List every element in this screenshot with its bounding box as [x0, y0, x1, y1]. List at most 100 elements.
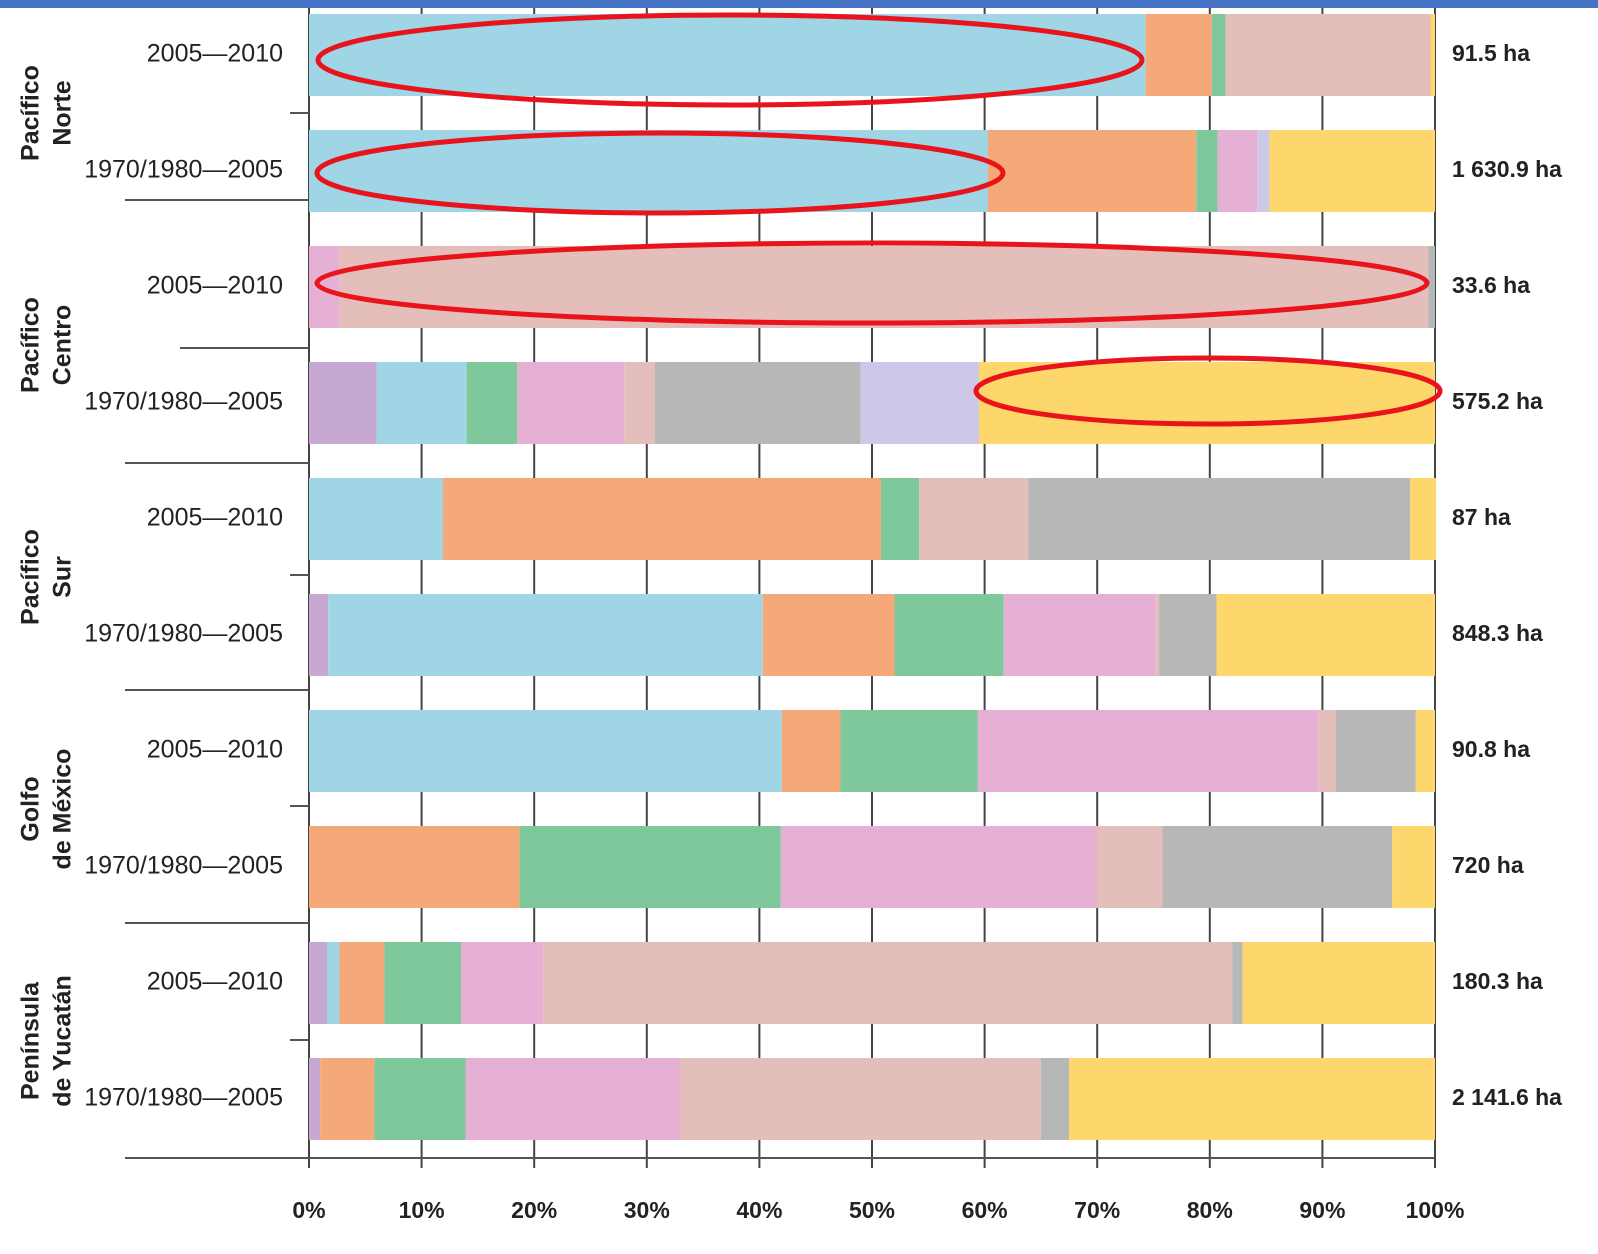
row-label: 2005—2010: [147, 272, 283, 300]
bar-segment: [309, 478, 443, 560]
group-label: Golfo: [17, 776, 45, 841]
top-bar: [0, 0, 1598, 8]
group-label: Pacífico: [17, 529, 45, 625]
bar-segment: [1069, 1058, 1435, 1140]
labels: 0% 10% 20% 30% 40% 50% 60% 70% 80% 90% 100% 2005—20…: [17, 40, 1563, 1223]
group-label: Pacífico: [17, 297, 45, 393]
bar-segment: [1003, 594, 1156, 676]
x-tick-label: 40%: [736, 1197, 782, 1223]
bar-segment: [1257, 130, 1270, 212]
bar-segment: [978, 362, 1435, 444]
group-label: Centro: [49, 305, 77, 386]
bar-segment: [442, 478, 882, 560]
total-label: 1 630.9 ha: [1452, 156, 1562, 182]
total-label: 848.3 ha: [1452, 620, 1543, 646]
bar-segment: [1212, 14, 1226, 96]
bar-segment: [339, 942, 385, 1024]
row-label: 1970/1980—2005: [84, 1084, 283, 1112]
group-label: Sur: [49, 556, 77, 598]
bar-segment: [466, 362, 518, 444]
bar-segment: [339, 246, 1429, 328]
bar-segment: [309, 710, 782, 792]
row-label: 2005—2010: [147, 968, 283, 996]
x-tick-label: 60%: [962, 1197, 1008, 1223]
bar-segment: [309, 826, 520, 908]
x-tick-label: 80%: [1187, 1197, 1233, 1223]
bar-segment: [1317, 710, 1336, 792]
x-tick-label: 70%: [1074, 1197, 1120, 1223]
x-tick-label: 30%: [624, 1197, 670, 1223]
bar-segment: [1335, 710, 1416, 792]
bar-segment: [1159, 594, 1217, 676]
bar-segment: [781, 710, 841, 792]
bar-segment: [320, 1058, 375, 1140]
bar-segment: [1028, 478, 1411, 560]
row-label: 2005—2010: [147, 736, 283, 764]
bar-segment: [624, 362, 655, 444]
x-tick-label: 90%: [1299, 1197, 1345, 1223]
total-label: 2 141.6 ha: [1452, 1084, 1562, 1110]
bar-segment: [1162, 826, 1393, 908]
group-label: Norte: [49, 80, 77, 145]
bar-segment: [977, 710, 1318, 792]
bar-segment: [840, 710, 978, 792]
bar-segment: [654, 362, 861, 444]
bar-segment: [894, 594, 1004, 676]
total-label: 180.3 ha: [1452, 968, 1543, 994]
separators: [125, 112, 1435, 1159]
bar-segment: [780, 826, 1097, 908]
bar-segment: [680, 1058, 1041, 1140]
bar-segment: [1242, 942, 1435, 1024]
bar-segment: [309, 1058, 321, 1140]
row-label: 1970/1980—2005: [84, 388, 283, 416]
bar-segment: [860, 362, 979, 444]
total-label: 91.5 ha: [1452, 40, 1530, 66]
bar-segment: [1155, 594, 1160, 676]
group-label: Península: [17, 981, 45, 1100]
bar-segment: [327, 942, 340, 1024]
bar-segment: [465, 1058, 681, 1140]
bar-segment: [309, 942, 328, 1024]
row-label: 2005—2010: [147, 504, 283, 532]
bar-segment: [519, 826, 781, 908]
bar-segment: [1096, 826, 1163, 908]
bar-segment: [1216, 594, 1435, 676]
row-label: 1970/1980—2005: [84, 620, 283, 648]
bar-segment: [1428, 246, 1435, 328]
bar-segment: [1430, 14, 1435, 96]
group-label: de Yucatán: [49, 975, 77, 1107]
group-label: Pacífico: [17, 65, 45, 161]
x-tick-label: 10%: [399, 1197, 445, 1223]
bar-segment: [1217, 130, 1258, 212]
row-label: 1970/1980—2005: [84, 852, 283, 880]
row-label: 2005—2010: [147, 40, 283, 68]
bar-segment: [517, 362, 625, 444]
bar-segment: [384, 942, 462, 1024]
x-tick-label: 50%: [849, 1197, 895, 1223]
total-label: 90.8 ha: [1452, 736, 1530, 762]
bar-segment: [1145, 14, 1213, 96]
bar-segment: [328, 594, 763, 676]
bar-segment: [1196, 130, 1218, 212]
group-label: de México: [49, 749, 77, 870]
highlights: [314, 12, 1443, 427]
bar-segment: [1225, 14, 1431, 96]
bar-segment: [376, 362, 467, 444]
bar-segment: [1392, 826, 1435, 908]
bar-segment: [374, 1058, 466, 1140]
bar-segment: [987, 130, 1197, 212]
bar-segment: [309, 594, 329, 676]
bar-segment: [309, 362, 377, 444]
bar-segment: [1415, 710, 1435, 792]
bar-segment: [1269, 130, 1435, 212]
bar-segment: [1410, 478, 1437, 560]
x-tick-label: 0%: [292, 1197, 325, 1223]
total-label: 575.2 ha: [1452, 388, 1543, 414]
bar-segment: [919, 478, 1029, 560]
row-label: 1970/1980—2005: [84, 156, 283, 184]
bar-segment: [1232, 942, 1243, 1024]
total-label: 720 ha: [1452, 852, 1524, 878]
total-label: 33.6 ha: [1452, 272, 1530, 298]
bar-segment: [461, 942, 544, 1024]
